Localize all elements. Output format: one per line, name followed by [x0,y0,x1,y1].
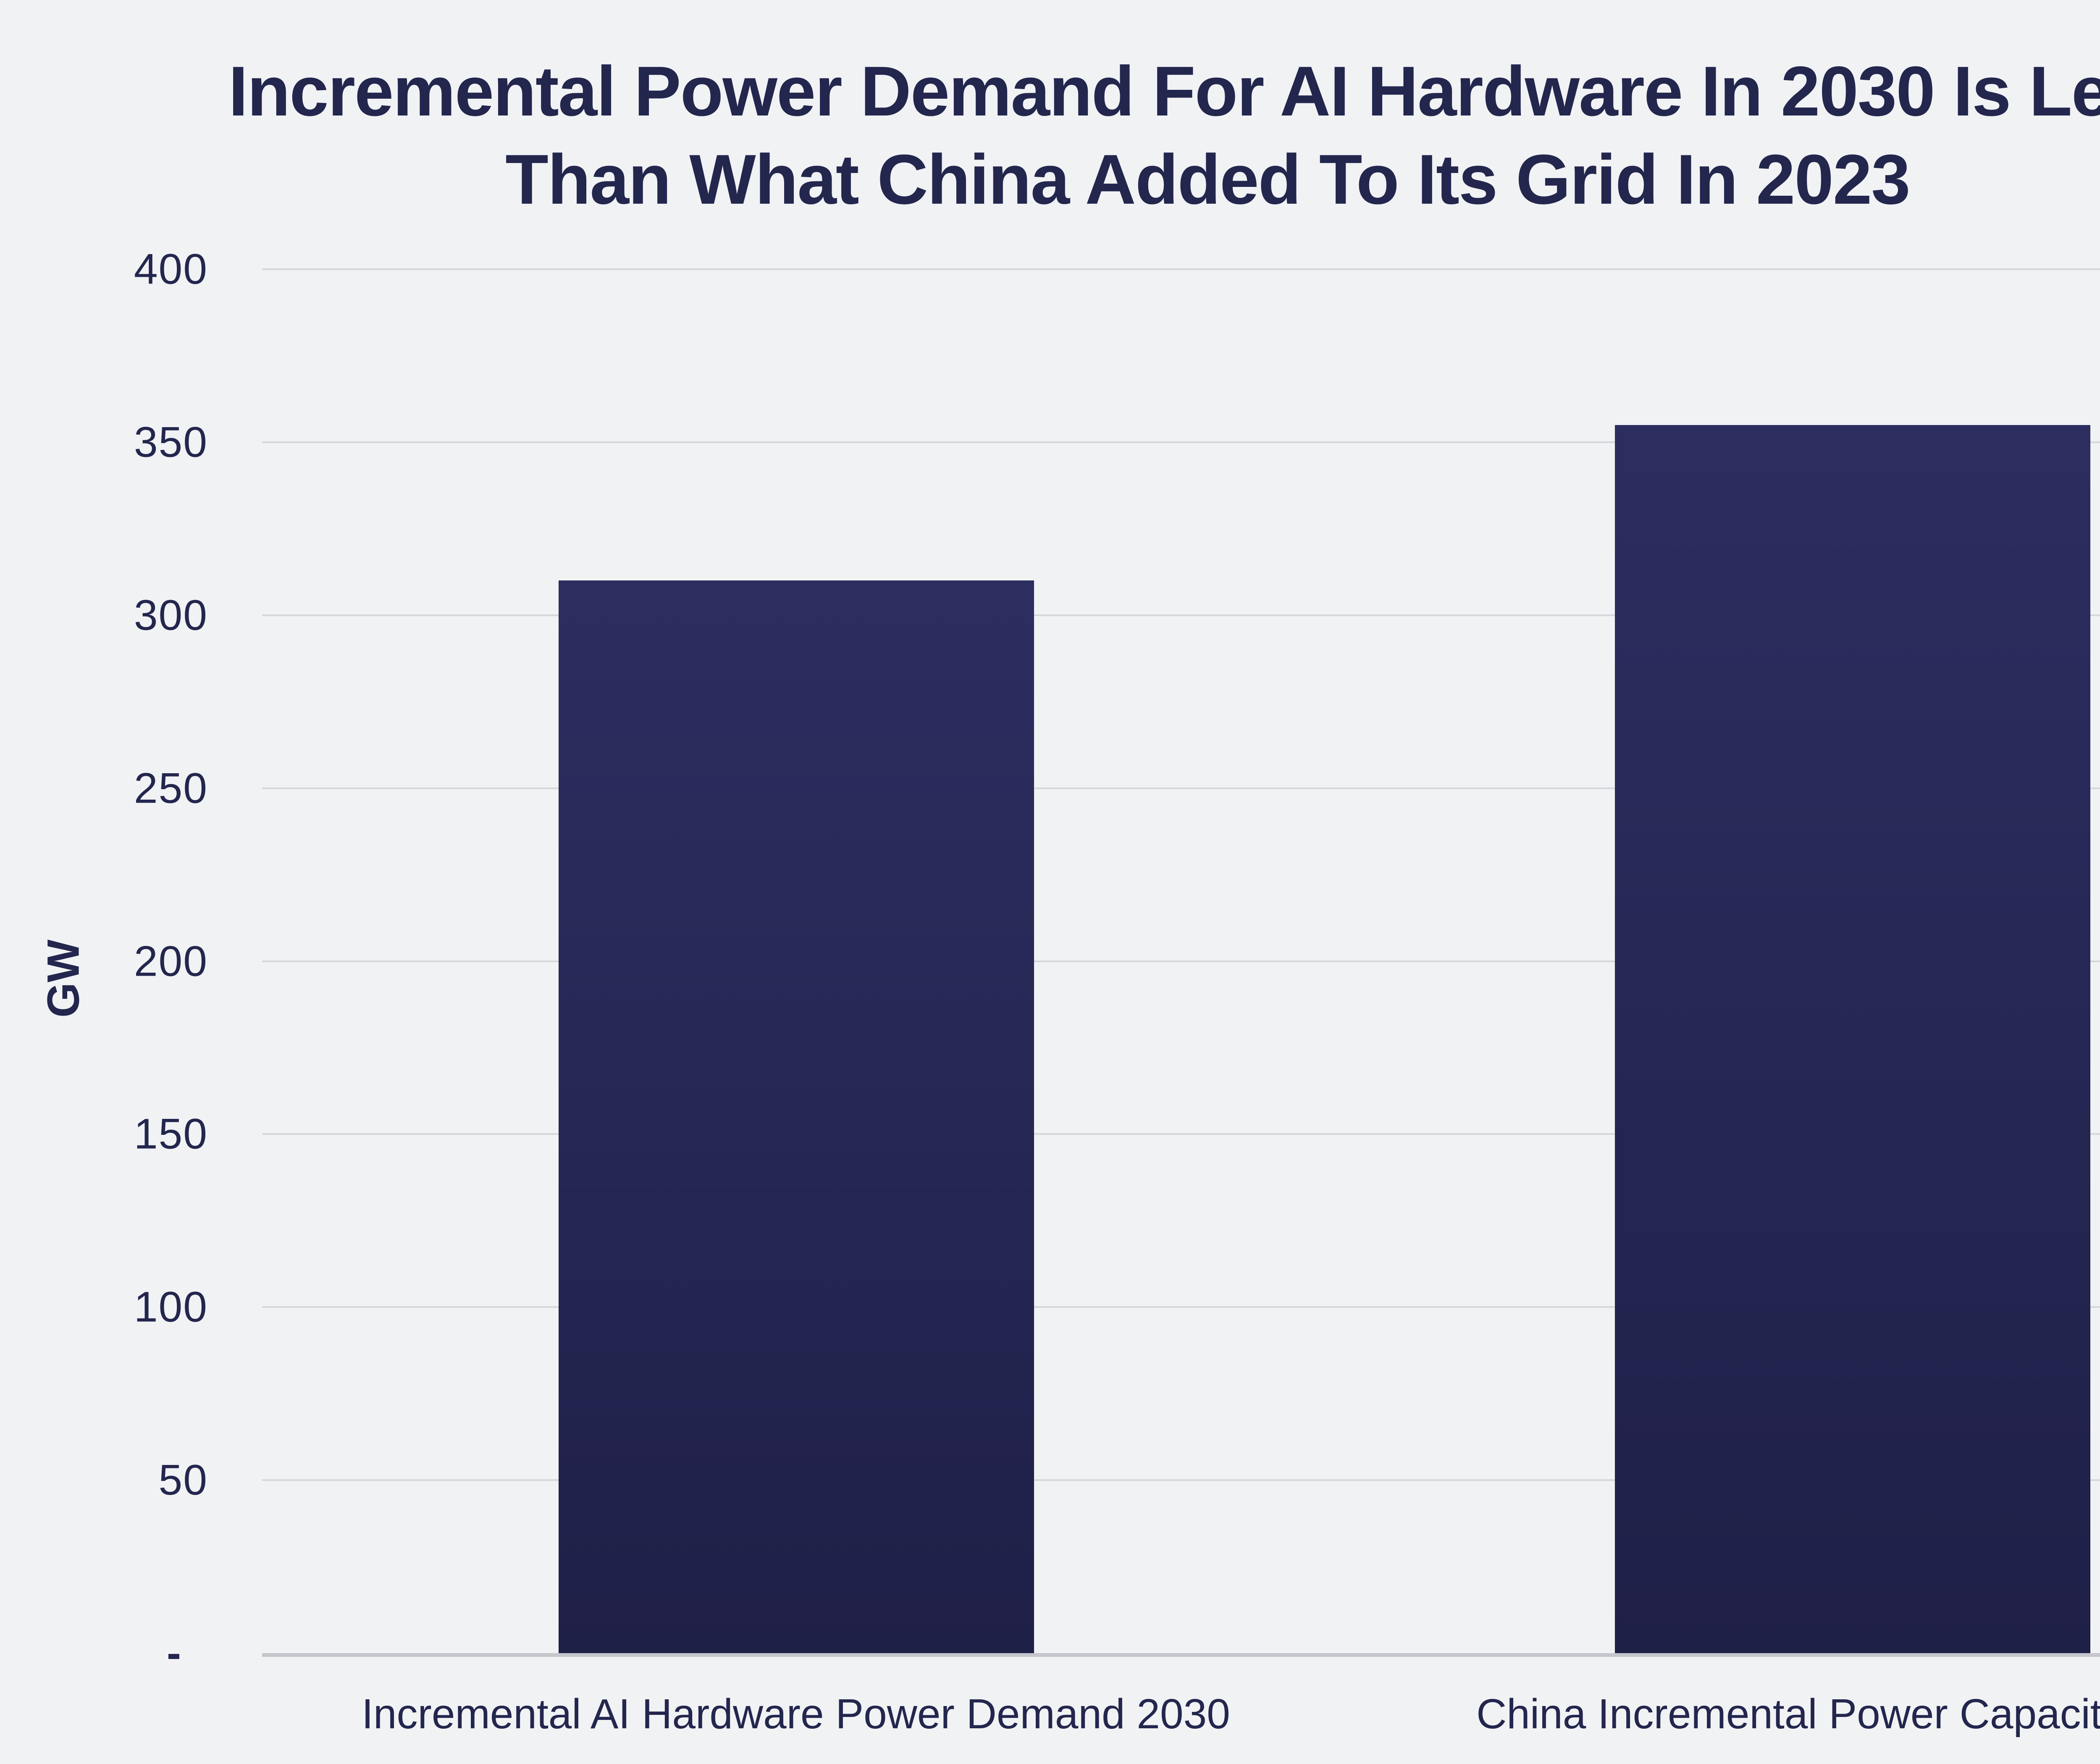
y-axis-tick-labels: 400 350 300 250 200 150 100 50 - [0,245,208,1677]
bar-1-value-355gw [1615,425,2090,1653]
y-tick-250: 250 [134,764,208,812]
gridline-150 [262,1133,2100,1135]
y-tick-300: 300 [134,591,208,639]
chart-title-line-2: Than What China Added To Its Grid In 202… [505,140,1911,219]
y-tick-150: 150 [134,1110,208,1158]
y-tick-zero: - [167,1629,182,1677]
gridline-300 [262,614,2100,616]
chart-title: Incremental Power Demand For AI Hardware… [0,47,2100,223]
y-tick-350: 350 [134,418,208,466]
gridline-50 [262,1479,2100,1481]
chart-title-line-1: Incremental Power Demand For AI Hardware… [228,52,2100,131]
gridline-100 [262,1306,2100,1308]
y-tick-100: 100 [134,1283,208,1331]
gridline-400 [262,268,2100,270]
plot-area [262,268,2100,1657]
gridline-350 [262,441,2100,443]
gridline-250 [262,787,2100,789]
y-tick-50: 50 [158,1456,208,1504]
y-tick-400: 400 [134,245,208,293]
category-label-ai-hardware: Incremental AI Hardware Power Demand 203… [362,1690,1230,1738]
bar-0-value-310gw [559,580,1034,1653]
category-label-china-capacity: China Incremental Power Capacity 2023 [1476,1690,2100,1738]
gridline-200 [262,960,2100,962]
x-axis-baseline [262,1653,2100,1657]
y-tick-200: 200 [134,937,208,985]
